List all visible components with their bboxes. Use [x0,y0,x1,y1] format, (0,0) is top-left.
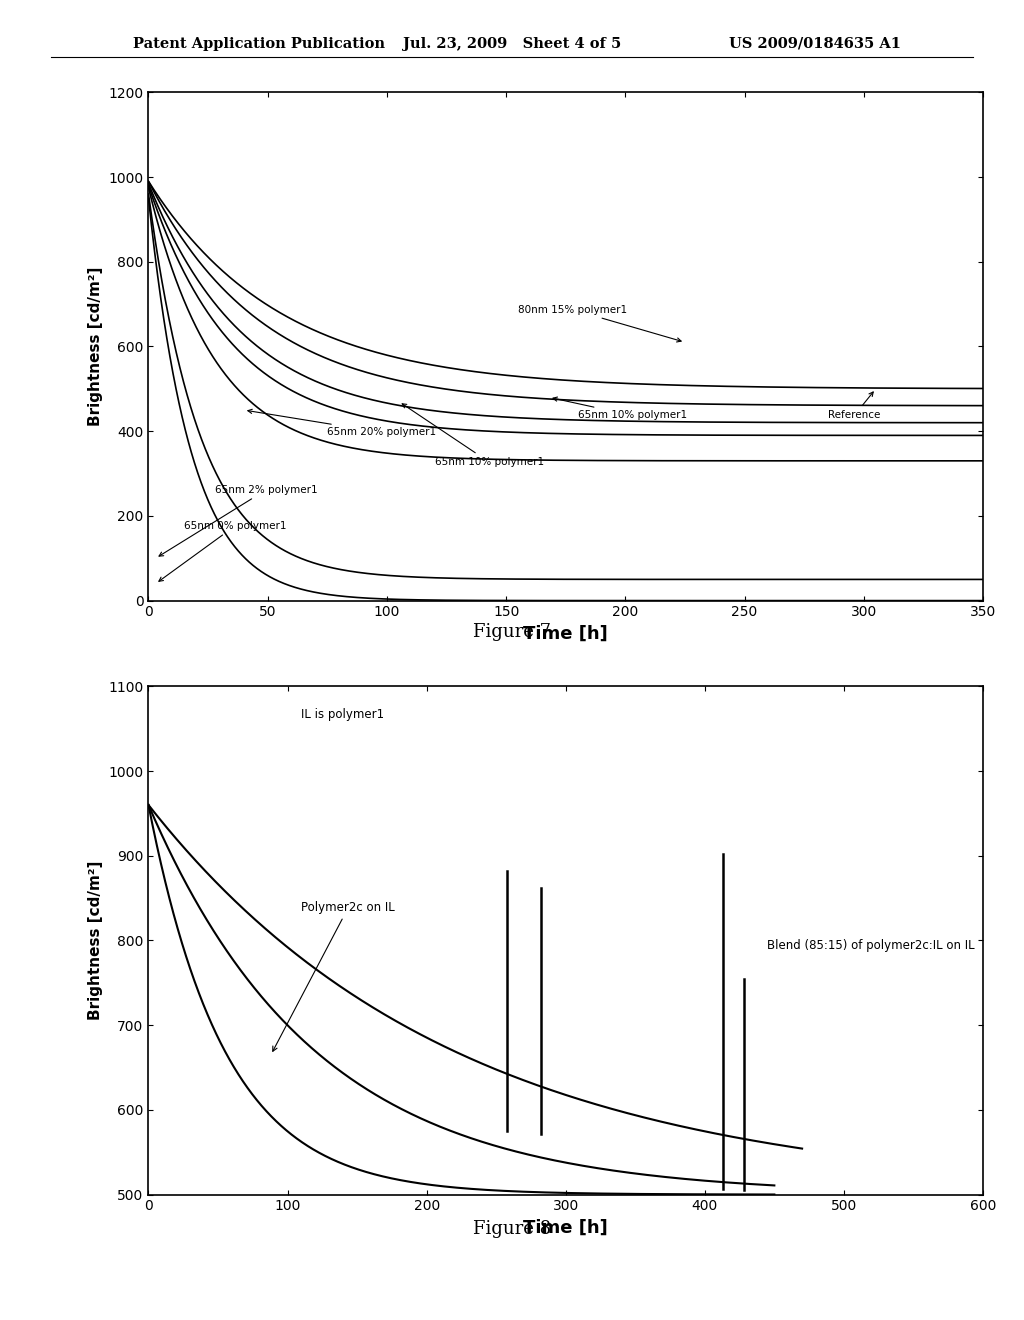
Text: Patent Application Publication: Patent Application Publication [133,37,385,51]
Text: Reference: Reference [828,392,881,421]
Text: 65nm 10% polymer1: 65nm 10% polymer1 [553,397,687,421]
Text: Polymer2c on IL: Polymer2c on IL [272,900,395,1051]
Text: 65nm 10% polymer1: 65nm 10% polymer1 [402,404,544,467]
Y-axis label: Brightness [cd/m²]: Brightness [cd/m²] [88,861,102,1020]
Text: IL is polymer1: IL is polymer1 [301,708,385,721]
Text: Figure 8: Figure 8 [473,1220,551,1238]
X-axis label: Time [h]: Time [h] [523,1218,608,1237]
Text: 65nm 2% polymer1: 65nm 2% polymer1 [159,484,317,556]
Text: Figure 7: Figure 7 [473,623,551,642]
Text: Blend (85:15) of polymer2c:IL on IL: Blend (85:15) of polymer2c:IL on IL [767,939,975,952]
Text: 65nm 0% polymer1: 65nm 0% polymer1 [159,520,287,581]
Text: 80nm 15% polymer1: 80nm 15% polymer1 [518,305,681,342]
Text: 65nm 20% polymer1: 65nm 20% polymer1 [248,409,436,437]
Text: US 2009/0184635 A1: US 2009/0184635 A1 [729,37,901,51]
X-axis label: Time [h]: Time [h] [523,624,608,643]
Text: Jul. 23, 2009   Sheet 4 of 5: Jul. 23, 2009 Sheet 4 of 5 [402,37,622,51]
Y-axis label: Brightness [cd/m²]: Brightness [cd/m²] [88,267,103,426]
